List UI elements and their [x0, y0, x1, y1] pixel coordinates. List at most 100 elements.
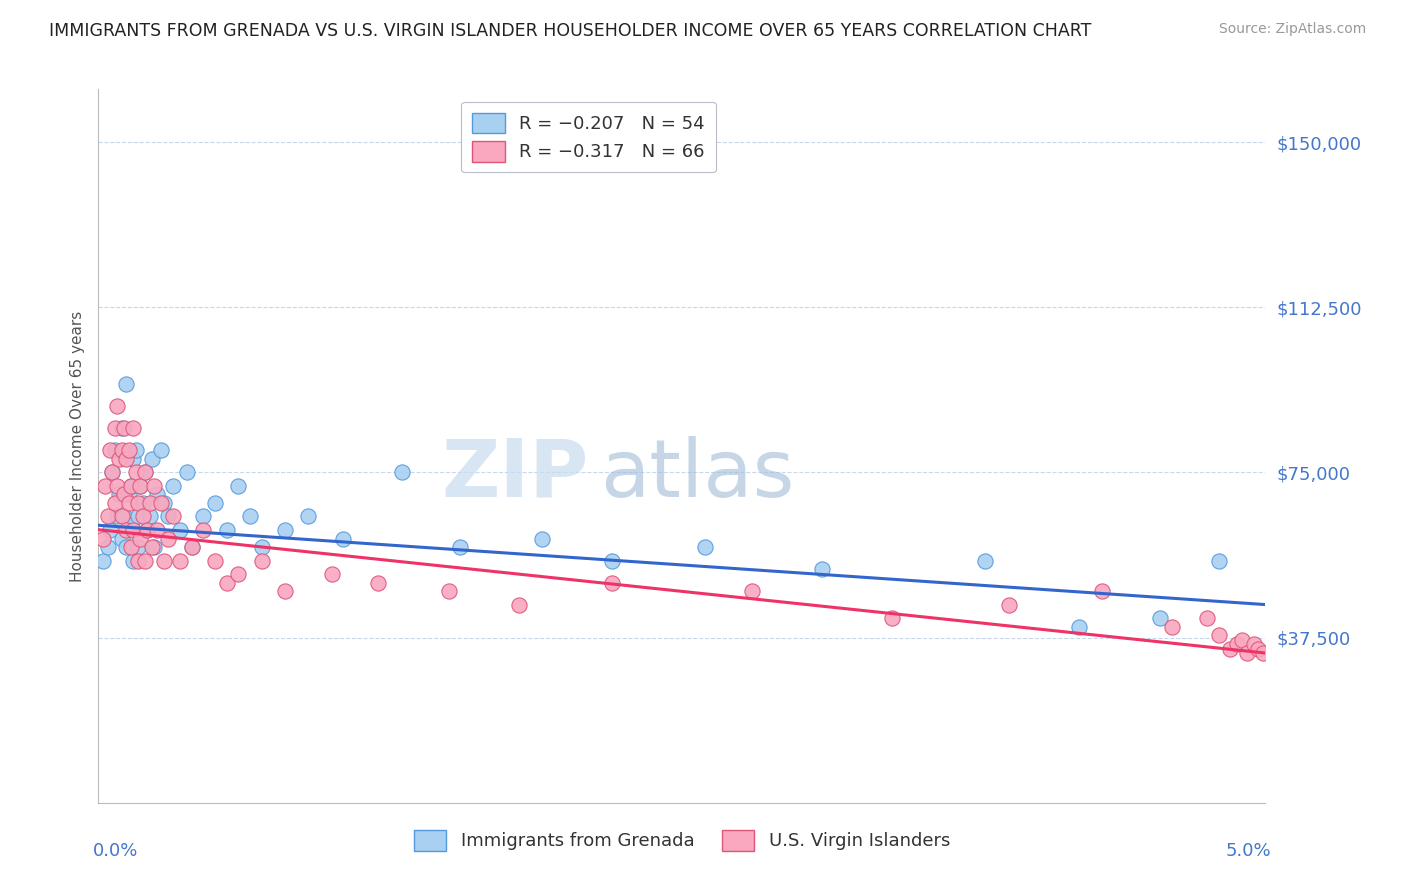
- Point: [997, 598, 1019, 612]
- Point: [1247, 641, 1270, 656]
- Point: [250, 553, 273, 567]
- Point: [152, 496, 174, 510]
- Point: [180, 541, 202, 555]
- Point: [600, 553, 623, 567]
- Point: [127, 509, 149, 524]
- Point: [118, 443, 141, 458]
- Point: [101, 466, 124, 480]
- Point: [180, 541, 202, 555]
- Point: [105, 478, 128, 492]
- Point: [94, 478, 117, 492]
- Point: [112, 487, 135, 501]
- Point: [143, 478, 166, 492]
- Point: [1091, 584, 1114, 599]
- Point: [112, 421, 135, 435]
- Point: [120, 478, 142, 492]
- Point: [122, 523, 145, 537]
- Point: [150, 496, 173, 510]
- Point: [193, 509, 215, 524]
- Point: [880, 611, 903, 625]
- Point: [134, 553, 156, 567]
- Point: [1243, 637, 1265, 651]
- Point: [1208, 553, 1230, 567]
- Point: [105, 400, 128, 414]
- Point: [811, 562, 834, 576]
- Point: [108, 452, 131, 467]
- Text: Source: ZipAtlas.com: Source: ZipAtlas.com: [1219, 22, 1367, 37]
- Point: [118, 496, 141, 510]
- Point: [274, 584, 297, 599]
- Point: [169, 523, 191, 537]
- Point: [115, 523, 138, 537]
- Point: [120, 518, 142, 533]
- Point: [105, 509, 128, 524]
- Point: [741, 584, 763, 599]
- Point: [530, 532, 553, 546]
- Point: [1149, 611, 1171, 625]
- Point: [104, 421, 127, 435]
- Point: [239, 509, 262, 524]
- Point: [437, 584, 460, 599]
- Point: [118, 487, 141, 501]
- Point: [204, 496, 226, 510]
- Point: [157, 509, 180, 524]
- Point: [600, 575, 623, 590]
- Point: [141, 452, 163, 467]
- Point: [104, 496, 127, 510]
- Point: [129, 478, 152, 492]
- Point: [134, 466, 156, 480]
- Point: [193, 523, 215, 537]
- Text: 5.0%: 5.0%: [1226, 842, 1271, 860]
- Point: [695, 541, 717, 555]
- Point: [367, 575, 389, 590]
- Text: IMMIGRANTS FROM GRENADA VS U.S. VIRGIN ISLANDER HOUSEHOLDER INCOME OVER 65 YEARS: IMMIGRANTS FROM GRENADA VS U.S. VIRGIN I…: [49, 22, 1091, 40]
- Point: [146, 487, 169, 501]
- Point: [120, 541, 142, 555]
- Point: [169, 553, 191, 567]
- Point: [91, 553, 114, 567]
- Point: [129, 478, 152, 492]
- Point: [143, 541, 166, 555]
- Point: [1226, 637, 1249, 651]
- Point: [111, 443, 134, 458]
- Point: [1230, 632, 1253, 647]
- Point: [162, 478, 184, 492]
- Point: [122, 452, 145, 467]
- Point: [112, 509, 135, 524]
- Point: [98, 443, 121, 458]
- Point: [321, 566, 343, 581]
- Point: [152, 553, 174, 567]
- Point: [136, 523, 159, 537]
- Point: [104, 443, 127, 458]
- Y-axis label: Householder Income Over 65 years: Householder Income Over 65 years: [69, 310, 84, 582]
- Point: [391, 466, 413, 480]
- Text: atlas: atlas: [600, 435, 794, 514]
- Point: [98, 523, 121, 537]
- Point: [97, 509, 120, 524]
- Point: [250, 541, 273, 555]
- Point: [332, 532, 354, 546]
- Text: 0.0%: 0.0%: [93, 842, 138, 860]
- Point: [111, 532, 134, 546]
- Point: [274, 523, 297, 537]
- Point: [111, 421, 134, 435]
- Point: [150, 443, 173, 458]
- Point: [101, 466, 124, 480]
- Point: [122, 421, 145, 435]
- Point: [297, 509, 319, 524]
- Point: [132, 496, 155, 510]
- Point: [215, 523, 238, 537]
- Point: [97, 541, 120, 555]
- Point: [176, 466, 198, 480]
- Point: [508, 598, 530, 612]
- Point: [974, 553, 997, 567]
- Point: [1251, 646, 1274, 660]
- Point: [127, 553, 149, 567]
- Point: [1219, 641, 1241, 656]
- Point: [228, 566, 250, 581]
- Point: [127, 541, 149, 555]
- Point: [1197, 611, 1219, 625]
- Point: [134, 466, 156, 480]
- Point: [449, 541, 471, 555]
- Point: [115, 377, 138, 392]
